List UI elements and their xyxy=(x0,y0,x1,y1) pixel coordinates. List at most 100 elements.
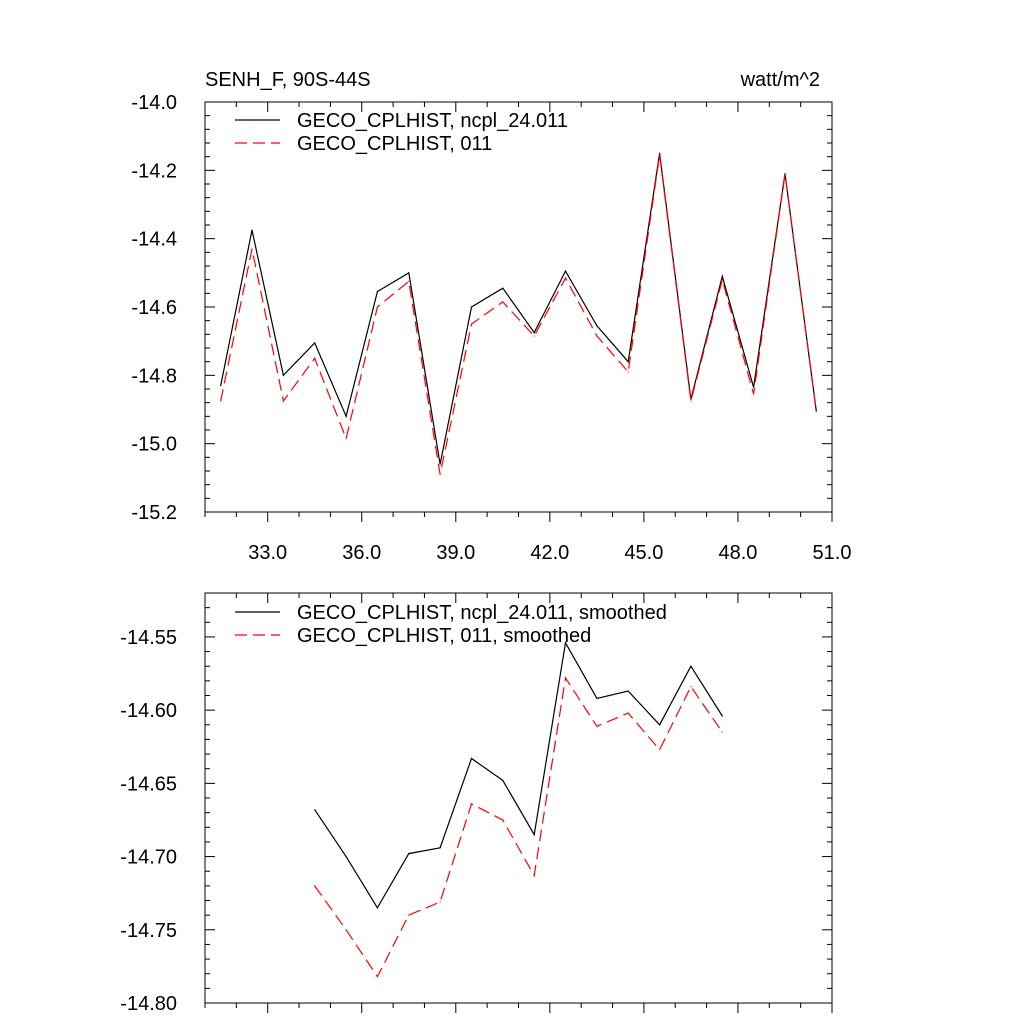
y-tick-label: -14.6 xyxy=(131,297,177,319)
series-2-point xyxy=(690,686,692,688)
series-2-point xyxy=(627,712,629,714)
y-tick-label: -15.0 xyxy=(131,434,177,456)
series-2-point xyxy=(439,473,441,476)
series-1-point xyxy=(658,724,661,726)
series-1-point xyxy=(502,779,504,782)
legend-label-1: GECO_CPLHIST, ncpl_24.011, smoothed xyxy=(297,602,667,624)
series-line-2 xyxy=(220,154,817,475)
y-tick-label: -14.0 xyxy=(131,92,177,114)
series-2-point xyxy=(408,914,410,916)
series-2-point xyxy=(502,819,504,821)
series-1-point xyxy=(596,697,598,700)
series-1-point xyxy=(658,152,661,154)
series-1-point xyxy=(596,325,598,327)
series-2-point xyxy=(345,929,347,931)
x-tick-label: 36.0 xyxy=(342,542,381,564)
y-tick-label: -14.4 xyxy=(131,229,177,251)
series-1-point xyxy=(251,229,253,231)
y-tick-label: -14.8 xyxy=(131,365,177,387)
legend-label-2: GECO_CPLHIST, 011 xyxy=(297,133,492,155)
series-1-point xyxy=(533,332,535,334)
series-1-point xyxy=(376,907,379,909)
series-line-1 xyxy=(314,641,723,909)
series-2-point xyxy=(721,731,723,733)
series-2-point xyxy=(470,323,473,325)
series-2-point xyxy=(314,885,316,887)
series-2-point xyxy=(345,437,347,440)
series-2-point xyxy=(439,901,441,903)
series-2-point xyxy=(502,301,504,303)
x-tick-label: 42.0 xyxy=(530,542,569,564)
chart-panel-bottom: -14.80 -14.75 -14.70 -14.65 -14.60 -14.55 GECO… xyxy=(120,592,833,1015)
series-2-point xyxy=(220,400,222,402)
series-2-point xyxy=(658,749,661,751)
legend-label-1: GECO_CPLHIST, ncpl_24.011 xyxy=(297,110,568,132)
series-1-point xyxy=(376,291,379,293)
series-2-point xyxy=(533,875,535,877)
y-tick-label: -14.80 xyxy=(120,993,177,1015)
units-label: watt/m^2 xyxy=(740,69,820,91)
plot-frame xyxy=(204,592,833,1004)
series-1-point xyxy=(314,809,316,811)
series-2-point xyxy=(376,976,379,978)
y-tick-label: -14.65 xyxy=(120,773,177,795)
series-1-point xyxy=(408,853,410,855)
series-2-point xyxy=(282,400,284,402)
series-2-point xyxy=(596,335,598,337)
series-1-point xyxy=(627,690,629,692)
y-tick-label: -14.2 xyxy=(131,160,177,182)
series-2-point xyxy=(376,306,379,308)
chart-title: SENH_F, 90S-44S xyxy=(205,69,371,91)
series-1-point xyxy=(721,715,723,717)
y-tick-label: -15.2 xyxy=(131,502,177,524)
series-1-point xyxy=(408,272,410,274)
series-2-point xyxy=(721,279,723,281)
x-tick-label: 33.0 xyxy=(248,542,287,564)
series-1-point xyxy=(502,287,504,289)
series-2-point xyxy=(658,154,661,156)
plot-frame xyxy=(204,101,833,513)
series-2-point xyxy=(564,277,567,279)
x-tick-label: 45.0 xyxy=(624,542,663,564)
chart-panel-top: SENH_F, 90S-44S watt/m^2 -15.2 -15.0 -14.8… xyxy=(131,69,851,564)
series-line-2 xyxy=(314,676,723,978)
series-1-point xyxy=(470,757,473,760)
series-1-point xyxy=(314,342,316,344)
series-2-point xyxy=(690,400,692,402)
y-tick-label: -14.75 xyxy=(120,920,177,942)
series-1-point xyxy=(564,270,567,272)
series-2-point xyxy=(251,248,253,250)
y-tick-label: -14.60 xyxy=(120,700,177,722)
y-tick-label: -14.55 xyxy=(120,627,177,649)
series-2-point xyxy=(815,410,817,412)
x-tick-label: 48.0 xyxy=(718,542,757,564)
series-2-point xyxy=(564,677,567,679)
series-1-point xyxy=(470,306,473,308)
series-1-point xyxy=(345,855,347,858)
series-1-point xyxy=(533,834,535,836)
series-line-1 xyxy=(220,153,817,465)
series-2-point xyxy=(596,725,598,727)
series-1-point xyxy=(345,415,347,417)
series-2-point xyxy=(408,280,410,282)
series-1-point xyxy=(627,361,629,363)
series-1-point xyxy=(564,642,567,644)
series-1-point xyxy=(220,384,222,387)
series-2-point xyxy=(533,335,535,337)
series-2-point xyxy=(784,173,786,175)
series-1-point xyxy=(721,275,723,277)
series-2-point xyxy=(470,803,473,805)
y-tick-label: -14.70 xyxy=(120,847,177,869)
series-2-point xyxy=(627,371,629,373)
series-1-point xyxy=(282,374,284,376)
x-tick-label: 51.0 xyxy=(813,542,852,564)
x-tick-label: 39.0 xyxy=(436,542,475,564)
series-2-point xyxy=(753,393,755,395)
series-2-point xyxy=(314,357,316,359)
series-1-point xyxy=(439,847,441,849)
legend-label-2: GECO_CPLHIST, 011, smoothed xyxy=(297,625,591,647)
series-1-point xyxy=(439,463,441,465)
series-1-point xyxy=(690,665,692,667)
series-1-point xyxy=(753,386,755,388)
